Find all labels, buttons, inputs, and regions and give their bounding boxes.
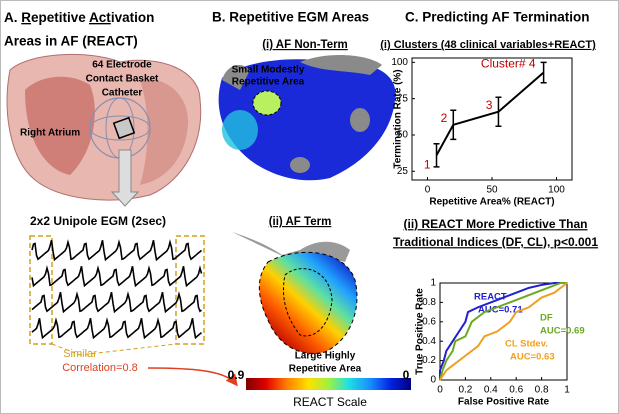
- point-label: 1: [424, 157, 431, 171]
- map2-note: Large Highly: [295, 351, 356, 362]
- y-tick-label: 25: [397, 166, 409, 177]
- egm-trace: [31, 291, 202, 314]
- map1-note: Small Modestly: [232, 65, 305, 76]
- map-non-term: [218, 54, 396, 181]
- panel-b-title: B. Repetitive EGM Areas: [212, 10, 369, 25]
- y-tick-label: 0.2: [422, 355, 436, 366]
- similar-label: Similar: [63, 348, 97, 360]
- x-tick-label: 0: [437, 385, 443, 396]
- series-label: CL Stdev.: [505, 339, 548, 350]
- point-label: 2: [441, 111, 448, 125]
- y-tick-label: 75: [397, 93, 409, 104]
- charts: (i) Clusters (48 clinical variables+REAC…: [380, 39, 598, 408]
- y-tick-label: 0.4: [422, 336, 436, 347]
- panel-a-title: A. Repetitive Activation: [4, 10, 154, 25]
- scale-tick: 0.9: [228, 368, 245, 382]
- auc-label: AUC=0.63: [510, 352, 555, 363]
- egm-trace: [31, 265, 203, 288]
- plot-frame: [439, 282, 568, 381]
- heart-illustration: [6, 54, 202, 207]
- y-tick-label: 1: [430, 278, 436, 289]
- data-line: [439, 282, 567, 381]
- point-label: 3: [486, 98, 493, 112]
- x-axis-label: False Positive Rate: [458, 397, 550, 408]
- x-axis-label: Repetitive Area% (REACT): [429, 197, 554, 208]
- map2-title: (ii) AF Term: [269, 216, 332, 228]
- map-term: [232, 232, 358, 354]
- catheter-label: Contact Basket: [86, 74, 159, 85]
- correlation-label: Correlation=0.8: [62, 362, 138, 374]
- series-label: DF: [540, 313, 553, 324]
- colorbar: [246, 378, 411, 390]
- egm-trace: [31, 239, 203, 262]
- egm-trace: [31, 317, 203, 340]
- chart-title: (i) Clusters (48 clinical variables+REAC…: [380, 39, 596, 51]
- map2-note: Repetitive Area: [289, 364, 362, 375]
- data-line: [439, 282, 567, 380]
- atrium-label: Right Atrium: [20, 128, 80, 139]
- point-label: Cluster# 4: [481, 57, 536, 71]
- error-bar: [450, 109, 457, 141]
- y-tick-label: 50: [397, 130, 409, 141]
- catheter-label: 64 Electrode: [92, 60, 152, 71]
- chart-title: Traditional Indices (DF, CL), p<0.001: [393, 235, 598, 249]
- x-tick-label: 0.6: [509, 385, 523, 396]
- panel-a-title-line2: Areas in AF (REACT): [4, 34, 138, 49]
- error-bar: [495, 96, 502, 128]
- chart-title: (ii) REACT More Predictive Than: [403, 217, 587, 231]
- y-tick-label: 100: [391, 57, 408, 68]
- scale-tick: 0: [403, 368, 410, 382]
- egm-label: 2x2 Unipole EGM (2sec): [30, 214, 166, 228]
- auc-label: AUC=0.69: [540, 326, 585, 337]
- egm-traces: [29, 235, 205, 356]
- arrow: [147, 367, 238, 387]
- y-axis-label: True Positive Rate: [415, 288, 426, 375]
- error-bar: [433, 142, 440, 168]
- x-tick-label: 0.8: [535, 385, 549, 396]
- data-line: [439, 282, 568, 381]
- y-axis-label: Termination Rate (%): [393, 69, 404, 168]
- x-tick-label: 0.2: [458, 385, 472, 396]
- map1-note: Repetitive Area: [232, 77, 305, 88]
- auc-label: AUC=0.71: [478, 305, 523, 316]
- catheter-label: Catheter: [102, 88, 143, 99]
- y-tick-label: 0.6: [422, 316, 436, 327]
- y-tick-label: 0.8: [422, 297, 436, 308]
- series-label: REACT: [474, 292, 507, 303]
- x-tick-label: 50: [486, 185, 498, 196]
- x-tick-label: 100: [548, 185, 565, 196]
- panel-c-title: C. Predicting AF Termination: [405, 10, 590, 25]
- data-line: [435, 71, 545, 156]
- x-tick-label: 0: [425, 185, 431, 196]
- error-bar: [540, 61, 547, 84]
- scale-label: REACT Scale: [293, 395, 367, 409]
- x-tick-label: 0.4: [484, 385, 498, 396]
- map1-title: (i) AF Non-Term: [262, 39, 348, 51]
- y-tick-label: 0: [430, 375, 436, 386]
- x-tick-label: 1: [564, 385, 570, 396]
